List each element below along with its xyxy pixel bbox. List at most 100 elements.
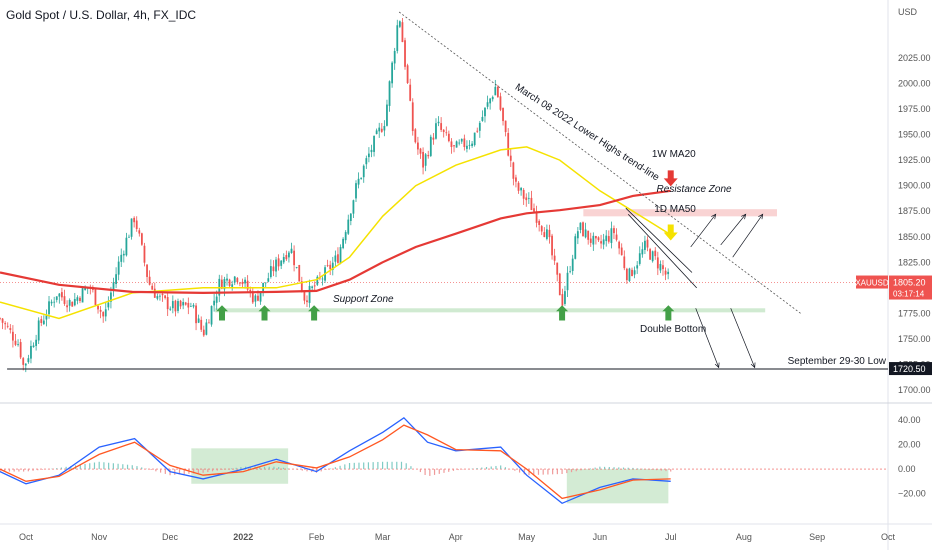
macd-histogram-bar [448, 469, 450, 472]
candle-body [636, 265, 639, 269]
macd-histogram-bar [547, 469, 549, 475]
candle-body [104, 309, 107, 317]
macd-histogram-bar [268, 466, 270, 470]
candle-body [200, 319, 203, 330]
macd-histogram-bar [159, 469, 162, 473]
candle-body [347, 219, 350, 234]
macd-histogram-bar [98, 461, 100, 470]
candle-body [522, 189, 525, 199]
macd-histogram-bar [391, 461, 393, 470]
candle-body [424, 154, 427, 166]
candle-body [530, 197, 533, 211]
candle-body [344, 232, 347, 241]
macd-histogram-bar [561, 469, 563, 474]
candle-body [233, 276, 236, 283]
candle-body [618, 241, 621, 249]
macd-histogram-bar [518, 469, 521, 473]
macd-histogram-bar [287, 468, 289, 470]
candle-body [311, 286, 314, 288]
support-zone [214, 308, 766, 313]
candle-body [419, 148, 422, 154]
candle-body [360, 177, 363, 179]
macd-histogram-bar [514, 469, 516, 471]
candle-body [156, 296, 159, 299]
macd-histogram-bar [141, 467, 143, 470]
candle-body [486, 102, 489, 107]
macd-histogram-bar [353, 462, 355, 470]
candle-body [365, 158, 368, 165]
candle-body [138, 230, 141, 234]
candle-body [48, 301, 50, 315]
candle-body [628, 268, 631, 282]
macd-histogram-bar [183, 469, 185, 475]
candle-body [35, 339, 38, 346]
candle-body [208, 322, 210, 324]
x-tick-label: Sep [809, 532, 825, 542]
projection-arrow-up-1-head [711, 213, 717, 220]
macd-histogram-bar [608, 467, 610, 470]
candle-body [269, 266, 272, 278]
candle-body [512, 162, 515, 179]
candle-body [267, 278, 270, 282]
candle-body [600, 241, 602, 244]
candle-body [58, 293, 61, 297]
macd-histogram-bar [528, 469, 530, 476]
candle-body [388, 81, 391, 106]
candle-body [473, 132, 476, 146]
candle-body [458, 142, 461, 144]
macd-histogram-bar [325, 469, 327, 470]
candle-body [40, 319, 43, 323]
candle-body [4, 323, 7, 325]
candle-body [97, 305, 99, 310]
macd-histogram-bar [18, 469, 20, 472]
candle-body [582, 222, 584, 237]
candle-body [644, 240, 646, 250]
macd-line [0, 416, 671, 505]
candle-body [463, 138, 466, 148]
candle-body [313, 285, 316, 287]
macd-histogram-bar [570, 469, 573, 473]
macd-histogram-bar [235, 467, 237, 470]
candle-body [275, 259, 277, 272]
candle-body [202, 329, 205, 336]
candle-body [251, 291, 254, 303]
candle-body [117, 261, 120, 275]
macd-histogram-bar [533, 469, 535, 475]
last-price-tag-bg [889, 275, 932, 300]
candle-body [166, 297, 169, 310]
candle-body [383, 125, 386, 131]
support-zone-label: Support Zone [333, 294, 394, 305]
macd-histogram-bar [37, 469, 39, 471]
candle-body [471, 143, 473, 146]
candle-body [177, 301, 179, 311]
candle-body [277, 258, 280, 267]
candle-body [478, 122, 481, 131]
candle-body [386, 104, 388, 126]
x-tick-label: Jul [665, 532, 677, 542]
candle-body [42, 320, 45, 325]
candle-body [303, 291, 306, 301]
candle-body [607, 236, 610, 242]
price-scale-bg [888, 0, 932, 550]
macd-histogram-bar [377, 461, 379, 470]
macd-histogram-bar [575, 469, 577, 472]
candle-body [159, 295, 161, 297]
x-tick-label: Apr [449, 532, 463, 542]
macd-histogram-bar [0, 469, 1, 472]
macd-histogram-bar [599, 466, 601, 470]
candle-body [391, 62, 394, 84]
macd-histogram-bar [84, 463, 86, 470]
macd-histogram-bar [386, 461, 388, 470]
macd-histogram-bar [457, 469, 459, 471]
candle-body [566, 272, 569, 291]
macd-histogram-bar [282, 467, 285, 470]
candle-body [236, 278, 239, 283]
candle-body [571, 258, 574, 271]
candle-body [195, 305, 197, 324]
candle-body [610, 228, 613, 243]
candle-body [298, 264, 301, 282]
macd-histogram-bar [344, 464, 346, 470]
candle-body [11, 331, 14, 341]
candle-body [9, 328, 12, 330]
